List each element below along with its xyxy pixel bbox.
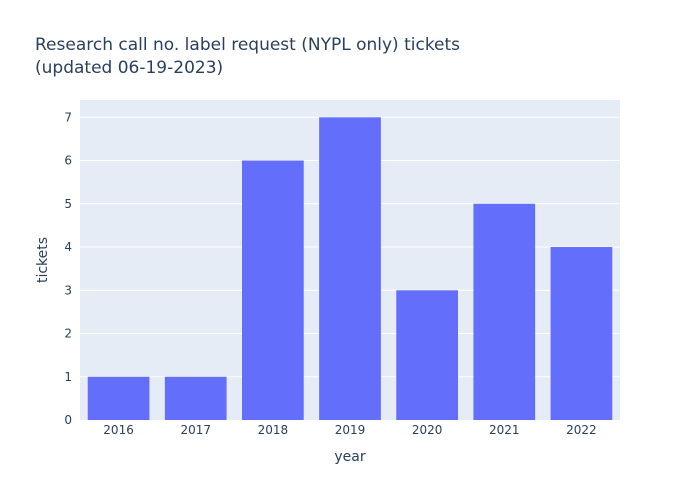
y-tick-label: 0	[64, 413, 72, 427]
bar-2022[interactable]	[550, 247, 613, 420]
x-tick-label: 2017	[180, 423, 211, 437]
x-tick-label: 2016	[103, 423, 134, 437]
bar-2020[interactable]	[396, 290, 458, 420]
chart-subtitle: (updated 06-19-2023)	[35, 58, 223, 78]
bar-2016[interactable]	[87, 376, 150, 420]
y-tick-label: 2	[64, 327, 72, 341]
bars	[87, 117, 613, 421]
bar-2017[interactable]	[164, 376, 227, 420]
x-tick-label: 2018	[258, 423, 289, 437]
x-tick-label: 2019	[335, 423, 366, 437]
y-tick-label: 1	[64, 370, 72, 384]
x-tick-label: 2020	[412, 423, 443, 437]
x-tick-label: 2022	[566, 423, 597, 437]
y-tick-label: 4	[64, 240, 72, 254]
x-tick-label: 2021	[489, 423, 520, 437]
x-axis-ticks: 2016 2017 2018 2019 2020 2021 2022	[103, 423, 596, 437]
bar-2018[interactable]	[242, 160, 304, 421]
y-tick-label: 5	[64, 197, 72, 211]
bar-2019[interactable]	[319, 117, 381, 420]
y-tick-label: 6	[64, 154, 72, 168]
chart-title: Research call no. label request (NYPL on…	[35, 35, 460, 55]
x-axis-label: year	[334, 449, 365, 465]
y-tick-label: 7	[64, 110, 72, 124]
bar-2021[interactable]	[473, 203, 536, 420]
y-axis-label: tickets	[35, 237, 51, 283]
y-axis-ticks: 0 1 2 3 4 5 6 7	[64, 110, 72, 427]
y-tick-label: 3	[64, 283, 72, 297]
